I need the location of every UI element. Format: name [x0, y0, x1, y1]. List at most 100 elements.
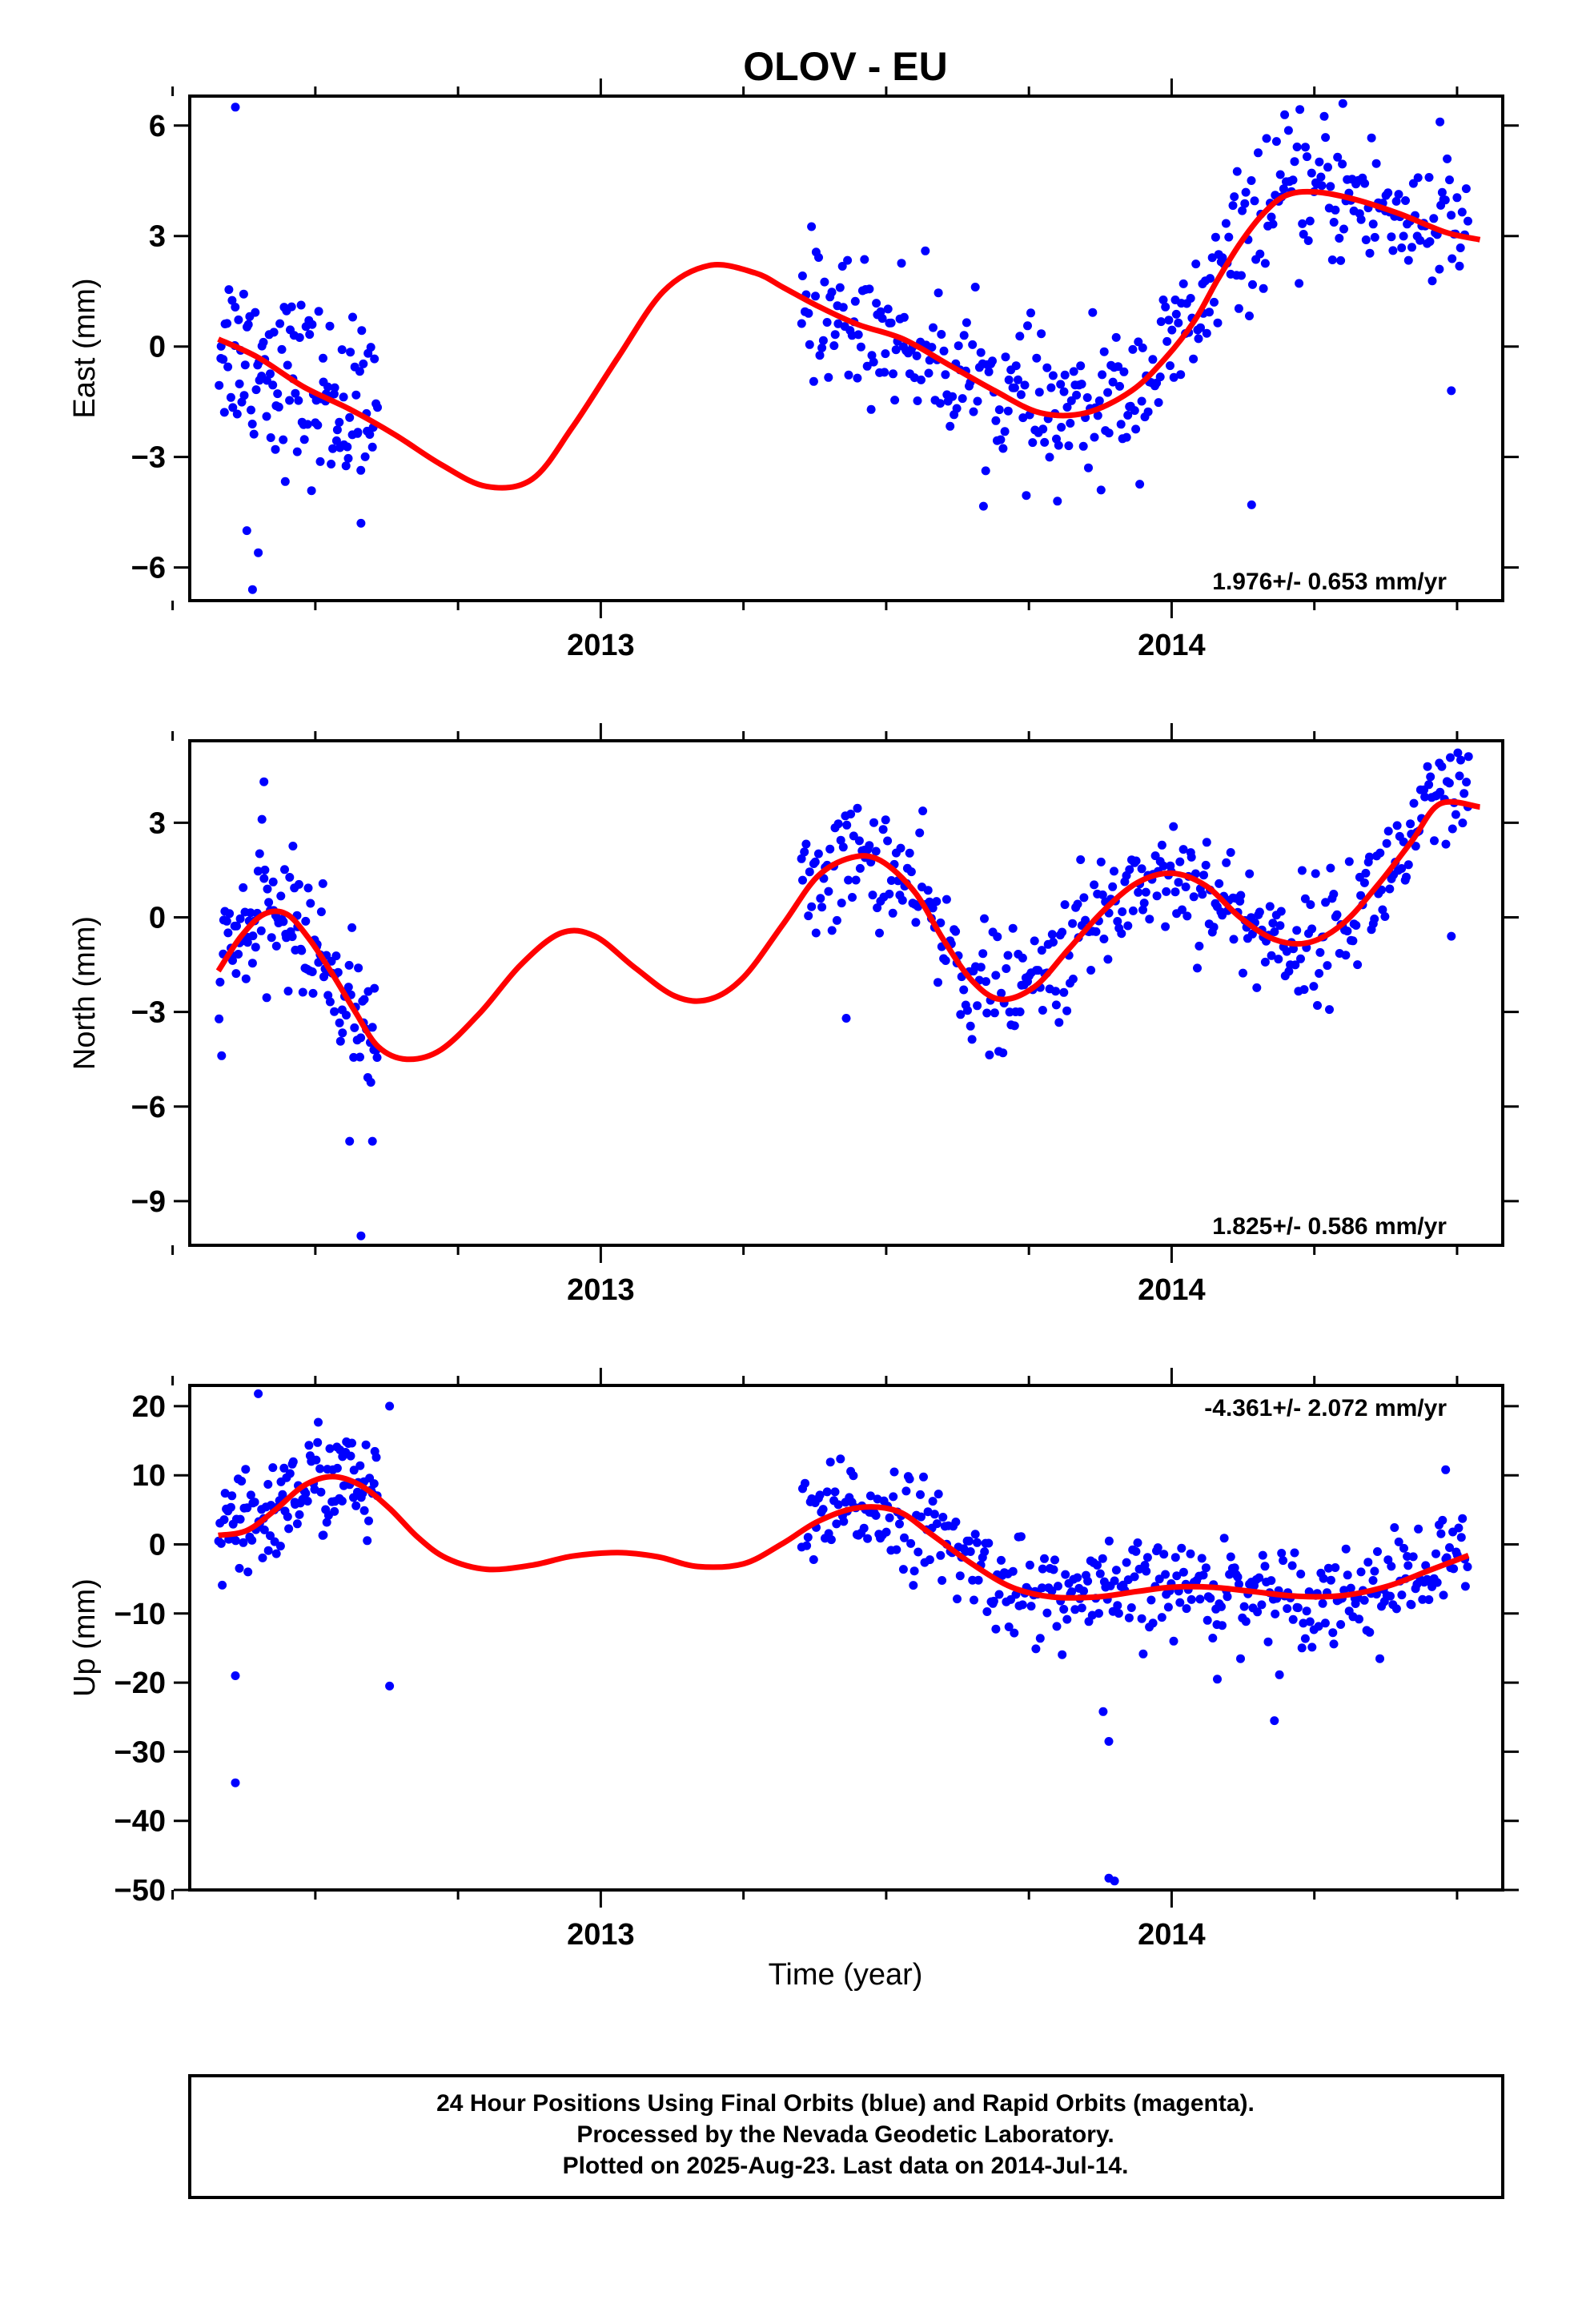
north-data-point — [285, 873, 295, 882]
north-data-point — [1343, 927, 1352, 936]
north-model-line — [215, 798, 1481, 1063]
north-data-point — [1015, 1007, 1025, 1016]
east-data-point — [1178, 279, 1188, 288]
north-data-point — [1131, 856, 1141, 866]
east-data-point — [1202, 328, 1211, 338]
up-data-point — [284, 1524, 294, 1534]
north-data-point — [966, 1021, 975, 1031]
east-data-point — [269, 328, 279, 337]
up-data-point — [1397, 1590, 1407, 1600]
up-data-point — [909, 1566, 919, 1576]
east-data-point — [1250, 196, 1259, 206]
north-data-point — [1030, 936, 1039, 946]
north-data-point — [318, 879, 327, 888]
up-frame — [188, 1384, 1504, 1892]
east-data-point — [228, 403, 238, 412]
east-data-point — [234, 315, 243, 324]
north-data-point — [231, 969, 241, 979]
north-data-point — [251, 943, 260, 952]
north-data-point — [301, 916, 311, 926]
east-data-point — [1000, 427, 1010, 436]
up-data-point — [243, 1503, 252, 1513]
up-y-tick-label: −10 — [114, 1598, 166, 1631]
up-data-point — [833, 1500, 843, 1510]
east-data-point — [1383, 188, 1393, 198]
up-data-point — [1018, 1600, 1027, 1610]
north-data-point — [1446, 753, 1455, 762]
up-data-point — [1365, 1627, 1375, 1637]
east-data-point — [1317, 181, 1327, 191]
north-data-point — [911, 918, 921, 927]
north-data-point — [934, 978, 942, 987]
east-data-point — [1122, 432, 1131, 442]
north-data-point — [223, 928, 233, 938]
up-data-point — [1263, 1637, 1273, 1647]
north-data-point — [897, 895, 907, 905]
north-data-point — [797, 854, 806, 863]
north-data-point — [932, 897, 942, 907]
east-data-point — [1247, 500, 1256, 509]
east-data-point — [1054, 440, 1063, 450]
east-data-point — [1255, 249, 1265, 259]
north-data-point — [1455, 771, 1464, 781]
up-data-point — [1061, 1570, 1070, 1579]
north-data-point — [1451, 810, 1460, 819]
up-data-point — [371, 1453, 381, 1462]
east-data-point — [827, 287, 837, 297]
up-data-point — [1399, 1543, 1408, 1553]
north-data-point — [342, 1011, 351, 1020]
north-data-point — [1110, 866, 1118, 876]
east-data-point — [1015, 332, 1025, 341]
east-data-point — [1194, 334, 1203, 344]
up-data-point — [973, 1538, 982, 1547]
up-data-point — [938, 1576, 947, 1585]
up-data-point — [1290, 1548, 1299, 1558]
north-data-point — [1081, 915, 1090, 925]
east-data-point — [235, 379, 244, 388]
east-data-point — [1032, 353, 1042, 363]
east-data-point — [268, 380, 278, 390]
north-data-point — [1255, 907, 1264, 917]
east-data-point — [1038, 424, 1048, 434]
north-data-point — [1265, 902, 1275, 911]
up-data-point — [288, 1457, 298, 1466]
east-data-point — [1119, 367, 1129, 376]
up-data-point — [247, 1535, 257, 1545]
up-data-point — [815, 1490, 825, 1500]
up-data-point — [1279, 1556, 1288, 1566]
caption-frame — [188, 2074, 1504, 2199]
up-data-point — [1203, 1615, 1212, 1625]
up-data-point — [955, 1571, 965, 1581]
up-data-point — [928, 1497, 938, 1506]
east-data-point — [1288, 175, 1298, 185]
north-data-point — [1195, 941, 1204, 951]
north-data-point — [267, 933, 276, 943]
east-data-point — [981, 466, 990, 476]
up-data-point — [285, 1469, 295, 1478]
east-data-point — [1315, 157, 1324, 167]
up-data-point — [802, 1541, 812, 1550]
up-data-point — [1328, 1628, 1338, 1638]
up-data-point — [1159, 1550, 1169, 1559]
east-data-point — [820, 277, 829, 287]
up-data-point — [226, 1502, 235, 1512]
north-data-point — [1096, 857, 1106, 866]
east-data-point — [959, 331, 969, 340]
up-data-point — [259, 1525, 269, 1534]
east-data-point — [815, 351, 825, 360]
east-data-point — [1004, 375, 1014, 384]
north-data-point — [951, 927, 961, 936]
up-data-point — [932, 1519, 942, 1529]
north-data-point — [811, 928, 821, 938]
east-data-point — [1206, 274, 1215, 283]
east-data-point — [1447, 254, 1457, 263]
east-data-point — [1166, 361, 1174, 371]
north-data-point — [367, 1136, 377, 1146]
north-data-point — [1037, 946, 1046, 955]
east-data-point — [1115, 381, 1124, 391]
up-data-point — [836, 1454, 845, 1464]
east-data-point — [1321, 133, 1331, 143]
east-data-point — [1447, 211, 1456, 220]
north-data-point — [1383, 826, 1393, 836]
east-data-point — [1114, 362, 1123, 372]
